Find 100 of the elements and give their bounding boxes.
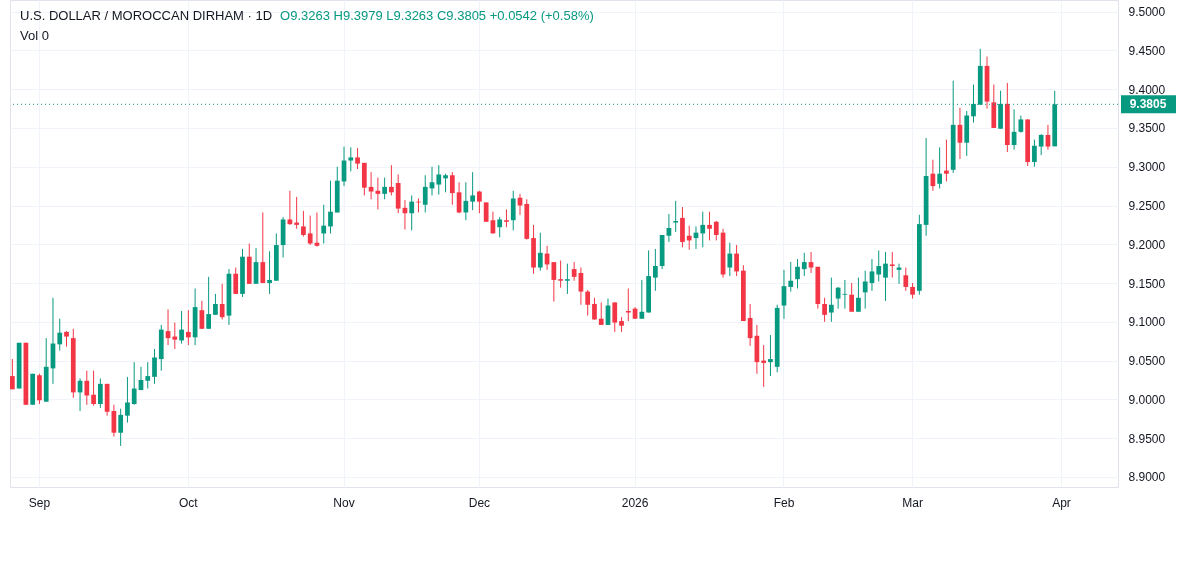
candlestick [470, 171, 475, 211]
x-tick-label: Oct [179, 495, 199, 510]
candlestick [321, 204, 327, 244]
candlestick [768, 334, 773, 377]
candlestick [206, 276, 212, 330]
candlestick [294, 196, 300, 230]
candlestick [409, 194, 415, 231]
candlestick [382, 177, 387, 200]
candlestick [551, 261, 557, 303]
candlestick [233, 267, 239, 295]
candlestick [449, 171, 455, 206]
candlestick [389, 164, 394, 196]
y-tick-label: 9.5000 [1128, 5, 1166, 20]
candlestick [348, 146, 354, 172]
candlestick [219, 283, 225, 320]
candlestick [483, 201, 489, 223]
candlestick [653, 248, 658, 292]
candlestick [747, 303, 753, 347]
candlestick [808, 251, 814, 274]
candlestick [625, 287, 631, 322]
candlestick [260, 211, 266, 284]
ref-line-label: 9.3805 [1129, 97, 1167, 112]
candlestick [436, 164, 442, 196]
candlestick [422, 174, 428, 213]
candlestick [558, 260, 563, 289]
candlestick [510, 190, 516, 231]
candlestick [307, 215, 313, 246]
x-tick-label: 2026 [621, 495, 649, 510]
candlestick [91, 370, 96, 407]
candlestick [213, 293, 218, 316]
candlestick [707, 211, 712, 241]
candlestick [368, 171, 374, 200]
candlestick [477, 190, 482, 214]
candlestick [761, 344, 767, 388]
candlestick [355, 147, 360, 170]
x-tick-label: Nov [333, 495, 355, 510]
x-tick-label: Apr [1052, 495, 1071, 510]
candlestick [152, 348, 157, 385]
x-tick-label: Sep [28, 495, 51, 510]
y-tick-label: 9.4000 [1128, 82, 1166, 97]
candlestick [944, 139, 949, 182]
candlestick [145, 361, 151, 390]
candlestick [287, 190, 293, 226]
candlestick [862, 270, 868, 310]
candlestick [700, 211, 706, 248]
y-tick-label: 9.1000 [1128, 315, 1166, 330]
candlestick [57, 318, 63, 352]
x-tick-label: Mar [902, 495, 923, 510]
candlestick [463, 181, 469, 221]
candlestick [571, 261, 577, 282]
y-tick-label: 9.0500 [1128, 354, 1166, 369]
candlestick [801, 252, 807, 277]
candlestick [598, 301, 604, 326]
candlestick [903, 267, 909, 292]
candlestick [125, 376, 130, 424]
candlestick [856, 277, 861, 313]
y-tick-label: 9.2000 [1128, 237, 1166, 252]
x-tick-label: Feb [773, 495, 795, 510]
candlestick [1032, 139, 1037, 168]
candlestick [179, 310, 184, 345]
candlestick [828, 277, 834, 323]
candlestick [727, 242, 733, 277]
candlestick [1038, 133, 1044, 156]
candlestick [301, 210, 306, 238]
candlestick [734, 244, 739, 277]
x-tick-label: Dec [468, 495, 491, 510]
candlestick [10, 358, 15, 390]
candlestick [328, 180, 333, 234]
candlestick [876, 249, 882, 282]
candlestick [795, 258, 800, 289]
candlestick [673, 200, 679, 233]
y-tick-label: 9.1500 [1128, 276, 1166, 291]
candlestick [686, 225, 692, 251]
candlestick [497, 216, 503, 238]
candlestick [443, 173, 448, 193]
y-tick-label: 9.3000 [1128, 160, 1166, 175]
candlestick [889, 251, 895, 279]
y-tick-label: 9.2500 [1128, 199, 1166, 213]
candlestick [84, 370, 90, 406]
candlestick [537, 232, 543, 272]
candlestick [131, 361, 137, 406]
candlestick [788, 261, 794, 293]
candlestick [585, 289, 591, 317]
candlestick [267, 250, 272, 295]
annotation: Vol 0 [20, 28, 49, 43]
text: U.S. DOLLAR / MOROCCAN DIRHAM · 1D [20, 8, 273, 23]
candlestick [849, 282, 855, 313]
y-tick-label: 8.9000 [1128, 470, 1166, 485]
candlestick [937, 146, 943, 189]
y-tick-label: 8.9500 [1128, 431, 1166, 446]
y-tick-label: 9.3500 [1128, 121, 1166, 136]
candlestick [713, 220, 719, 241]
candlestick [822, 297, 827, 323]
candlestick [97, 377, 103, 409]
candlestick [883, 251, 888, 302]
candlestick [639, 279, 645, 320]
annotation: O9.3263 H9.3979 L9.3263 C9.3805 +0.0542 (+0.58%) [280, 8, 594, 23]
y-tick-label: 9.4500 [1128, 43, 1166, 58]
y-tick-label: 9.0000 [1128, 392, 1166, 407]
candlestick [842, 279, 848, 310]
